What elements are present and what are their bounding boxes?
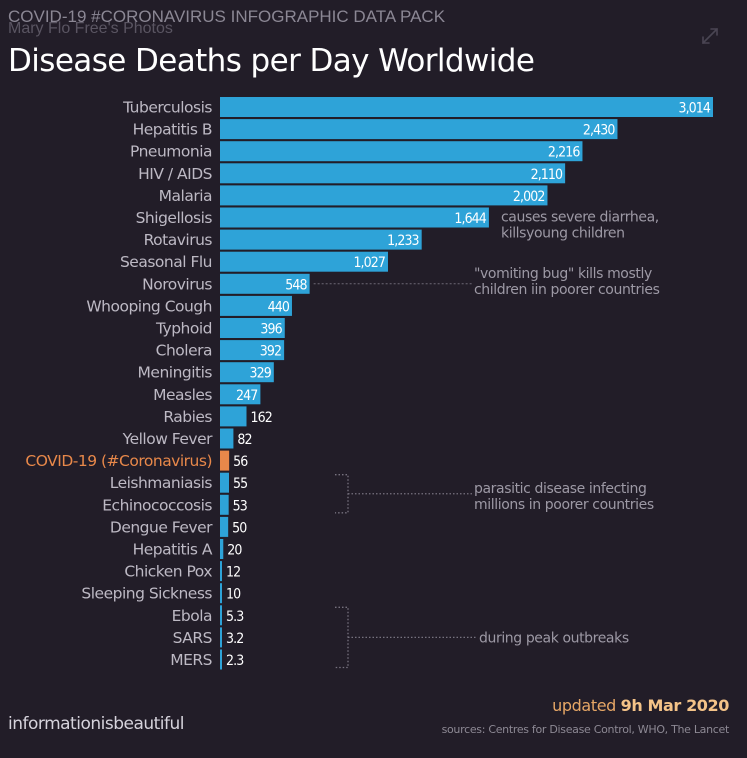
value-label: 2.3 [226,653,243,669]
bar-0 [220,97,713,117]
value-label: 440 [268,299,290,315]
category-label: HIV / AIDS [138,165,212,183]
value-label: 50 [232,520,247,536]
annotation-shigellosis: causes severe diarrhea, [501,210,659,226]
bar-2 [220,141,583,162]
bar-17 [220,472,229,493]
bar-1 [220,119,618,140]
bar-4 [220,185,548,206]
category-label: Shigellosis [136,209,213,227]
value-label: 247 [236,388,257,404]
value-label: 1,027 [353,255,385,271]
value-label: 55 [233,476,247,492]
category-label: Rabies [163,408,212,426]
bar-9 [220,295,292,316]
category-label: Whooping Cough [86,297,212,315]
bar-7 [220,251,388,272]
bar-22 [220,583,222,604]
bar-11 [220,340,285,361]
category-label: Chicken Pox [124,563,212,581]
category-label: Cholera [156,342,212,360]
category-label: SARS [173,629,212,647]
brand-logo: informationisbeautiful [8,714,185,734]
category-label: COVID-19 (#Coronavirus) [25,452,212,470]
bar-23 [220,605,222,626]
expand-arrows-icon[interactable] [700,26,720,46]
annotation-outbreaks: during peak outbreaks [479,630,629,646]
annotation-outbreaks-bracket [335,606,349,669]
category-label: Typhoid [155,320,212,338]
annotation-parasitic: parasitic disease infecting [474,481,646,497]
bar-15 [220,428,234,449]
category-label: Tuberculosis [122,99,212,117]
bar-21 [220,561,222,582]
category-label: Hepatitis A [133,541,213,559]
bar-10 [220,318,285,338]
value-label: 2,002 [513,189,545,205]
value-label: 1,233 [387,233,419,249]
value-label: 1,644 [454,211,486,227]
bar-16 [220,450,230,471]
annotation-parasitic: millions in poorer countries [474,497,654,513]
bar-8 [220,273,310,294]
value-label: 162 [250,410,271,426]
value-label: 20 [227,543,242,559]
bar-13 [220,384,261,405]
watermark: Mary Flo Free's Photos [8,20,173,37]
value-label: 396 [260,322,282,338]
value-label: 56 [233,454,248,470]
category-label: Dengue Fever [110,518,213,536]
value-label: 2,216 [548,145,580,161]
category-label: Measles [153,386,212,404]
updated-date-value: 9h Mar 2020 [620,696,730,715]
bar-5 [220,207,489,228]
category-label: Norovirus [142,275,212,293]
updated-date: updated 9h Mar 2020 [552,696,729,715]
value-label: 3,014 [678,101,710,117]
annotation-parasitic-bracket [335,474,349,514]
category-label: Echinococcosis [102,496,212,514]
category-label: Seasonal Flu [120,253,212,271]
annotation-norovirus: children iin poorer countries [474,282,660,298]
value-label: 2,430 [583,123,615,139]
value-label: 329 [249,366,271,382]
category-label: Meningitis [138,364,213,382]
annotation-shigellosis: killsyoung children [501,226,625,242]
sources: sources: Centres for Disease Control, WH… [441,723,730,736]
value-label: 10 [226,587,241,603]
category-label: Hepatitis B [133,121,212,139]
bar-25 [220,649,222,670]
bar-19 [220,516,229,537]
category-label: Ebola [172,607,212,625]
value-label: 12 [226,565,240,581]
bar-6 [220,229,422,250]
pack-title: COVID-19 #CORONAVIRUS INFOGRAPHIC DATA P… [8,7,446,26]
bar-3 [220,163,566,184]
category-label: MERS [170,651,212,669]
category-label: Leishmaniasis [110,474,213,492]
bar-18 [220,494,229,515]
bar-14 [220,406,247,427]
bar-12 [220,362,274,383]
value-label: 3.2 [226,631,243,647]
category-label: Yellow Fever [122,430,213,448]
annotation-norovirus: "vomiting bug" kills mostly [474,266,652,282]
value-label: 53 [233,498,247,514]
value-label: 548 [285,277,307,293]
category-label: Malaria [159,187,212,205]
chart-title: Disease Deaths per Day Worldwide [8,43,535,79]
updated-prefix: updated [552,696,616,715]
value-label: 392 [260,344,281,360]
bar-20 [220,539,224,559]
bar-24 [220,627,222,648]
value-label: 82 [237,432,251,448]
category-label: Rotavirus [144,231,213,249]
category-label: Pneumonia [130,143,212,161]
value-label: 5.3 [226,609,243,625]
value-label: 2,110 [531,167,563,183]
category-label: Sleeping Sickness [81,585,212,603]
